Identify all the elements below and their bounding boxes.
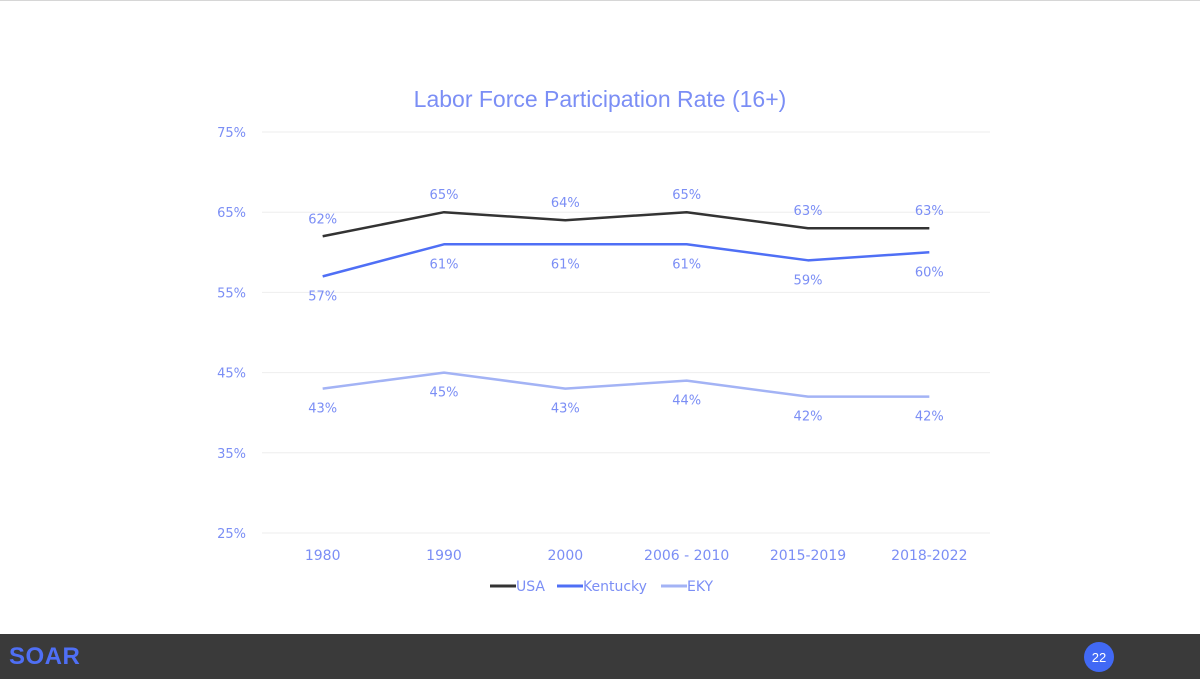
y-tick-label: 65%: [217, 206, 246, 221]
legend-label: EKY: [687, 579, 714, 595]
data-label: 57%: [308, 289, 337, 304]
x-tick-label: 2018-2022: [891, 548, 967, 564]
y-axis: 25% 35% 45% 55% 65% 75%: [217, 126, 246, 542]
data-label: 61%: [430, 257, 459, 272]
data-label: 60%: [915, 265, 944, 280]
y-tick-label: 55%: [217, 286, 246, 301]
data-label: 43%: [551, 402, 580, 417]
data-label: 45%: [430, 386, 459, 401]
legend: USA Kentucky EKY: [490, 579, 714, 595]
legend-label: Kentucky: [583, 579, 647, 595]
data-label: 63%: [794, 204, 823, 219]
data-labels: 62% 65% 64% 65% 63% 63% 57% 61% 61% 61% 59% 60% 43% 4…: [308, 188, 944, 424]
y-tick-label: 75%: [217, 126, 246, 141]
data-label: 63%: [915, 204, 944, 219]
y-tick-label: 25%: [217, 527, 246, 542]
footer-bar: SOAR 22: [0, 634, 1200, 679]
data-label: 59%: [794, 273, 823, 288]
series-line-eky: [322, 371, 930, 398]
data-label: 61%: [551, 257, 580, 272]
data-label: 64%: [551, 196, 580, 211]
chart-title: Labor Force Participation Rate (16+): [414, 86, 787, 112]
series-line-usa: [322, 210, 930, 238]
data-label: 61%: [672, 257, 701, 272]
data-label: 65%: [430, 188, 459, 203]
grid: [262, 131, 990, 534]
data-label: 42%: [915, 410, 944, 425]
series: [322, 210, 930, 398]
x-axis: 1980 1990 2000 2006 - 2010 2015-2019 2018-202…: [305, 548, 968, 564]
x-tick-label: 1980: [305, 548, 341, 564]
x-tick-label: 2006 - 2010: [644, 548, 729, 564]
x-tick-label: 2000: [548, 548, 584, 564]
page-number-badge: 22: [1084, 642, 1114, 672]
data-label: 65%: [672, 188, 701, 203]
x-tick-label: 2015-2019: [770, 548, 846, 564]
legend-label: USA: [516, 579, 545, 595]
top-rule: [0, 0, 1200, 1]
soar-logo: SOAR: [9, 643, 81, 670]
y-tick-label: 45%: [217, 367, 246, 382]
data-label: 42%: [794, 410, 823, 425]
line-chart: Labor Force Participation Rate (16+) 25%…: [217, 86, 990, 595]
series-line-kentucky: [322, 243, 930, 278]
data-label: 43%: [308, 402, 337, 417]
x-tick-label: 1990: [426, 548, 462, 564]
data-label: 62%: [308, 212, 337, 227]
y-tick-label: 35%: [217, 447, 246, 462]
data-label: 44%: [672, 394, 701, 409]
